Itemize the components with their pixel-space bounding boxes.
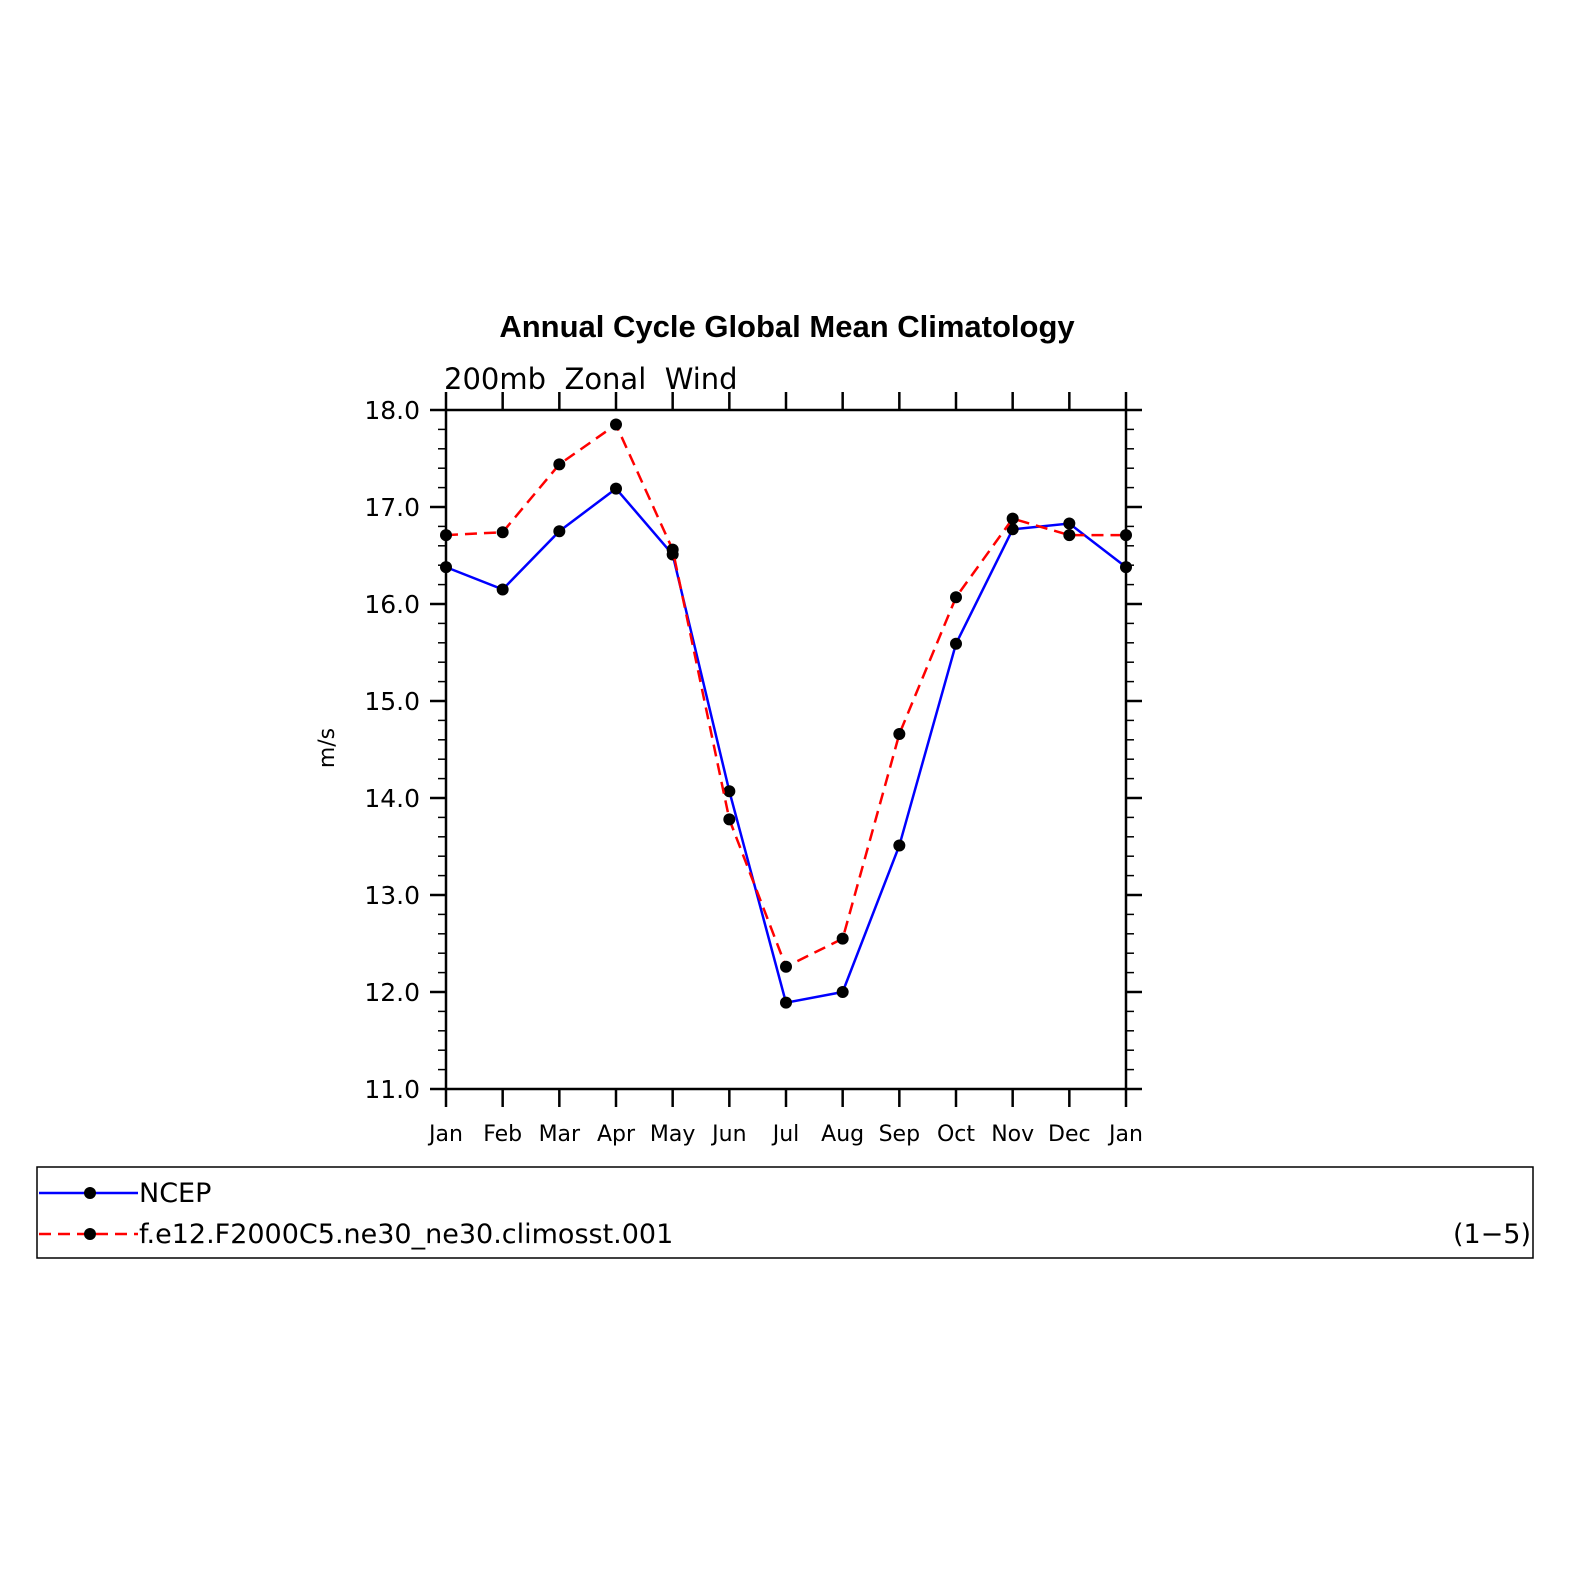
y-tick-label: 16.0 [364, 590, 420, 619]
series-line-1 [445, 422, 1126, 969]
x-tick-label: Feb [483, 1122, 522, 1147]
x-tick-label: Nov [991, 1122, 1034, 1147]
legend-marker-ncep [84, 1187, 96, 1199]
series-line-0 [445, 486, 1127, 1005]
data-point-s1-6 [780, 960, 792, 973]
y-tick-label: 17.0 [364, 493, 420, 522]
data-point-s0-3 [610, 482, 622, 495]
series-layer [440, 418, 1132, 1009]
data-point-s0-0 [440, 561, 452, 574]
data-point-s0-2 [553, 525, 566, 538]
x-tick-label: Apr [597, 1122, 636, 1147]
y-tick-label: 12.0 [364, 978, 420, 1007]
data-point-s0-5 [723, 785, 736, 798]
data-point-s1-9 [950, 591, 962, 604]
data-point-s1-2 [553, 458, 566, 471]
x-tick-label: Dec [1048, 1122, 1091, 1147]
data-point-s0-8 [893, 839, 906, 852]
y-axis-label: m/s [315, 728, 340, 768]
axes: 11.0 12.0 13.0 14.0 15.0 16.0 17.0 18.0 Jan Feb Ma… [364, 392, 1143, 1147]
data-point-s1-7 [836, 932, 849, 945]
x-tick-label: Jul [771, 1122, 800, 1147]
data-point-s1-8 [893, 727, 906, 740]
y-tick-label: 11.0 [364, 1075, 420, 1104]
x-tick-label: May [650, 1122, 695, 1147]
data-point-s1-0 [440, 529, 452, 542]
data-point-s0-9 [950, 637, 962, 650]
data-point-s0-10 [1006, 523, 1019, 536]
data-point-s0-6 [780, 996, 792, 1009]
chart-title: Annual Cycle Global Mean Climatology [499, 309, 1075, 344]
legend: NCEP f.e12.F2000C5.ne30_ne30.climosst.00… [36, 1166, 1534, 1259]
legend-note: (1−5) [1453, 1219, 1531, 1250]
data-point-s0-11 [1063, 517, 1076, 530]
y-tick-label: 13.0 [364, 881, 420, 910]
x-tick-label: Jan [1107, 1122, 1143, 1147]
data-point-s1-3 [610, 418, 622, 431]
legend-box [36, 1166, 1534, 1259]
legend-label-model: f.e12.F2000C5.ne30_ne30.climosst.001 [139, 1219, 673, 1250]
x-tick-label: Jan [427, 1122, 463, 1147]
y-tick-label: 15.0 [364, 687, 420, 716]
y-tick-label: 14.0 [364, 784, 420, 813]
x-tick-label: Aug [821, 1122, 864, 1147]
chart-subtitle: 200mb Zonal Wind [444, 362, 738, 396]
legend-label-ncep: NCEP [139, 1178, 211, 1209]
data-point-s0-12 [1120, 561, 1132, 574]
x-tick-label: Oct [937, 1122, 975, 1147]
x-tick-label: Sep [879, 1122, 920, 1147]
legend-marker-model [84, 1228, 96, 1240]
data-point-s1-12 [1120, 529, 1132, 542]
data-point-s1-4 [666, 543, 679, 556]
data-point-s1-1 [496, 526, 509, 539]
data-point-s1-11 [1063, 529, 1076, 542]
data-point-s0-1 [496, 583, 509, 596]
x-tick-label: Jun [710, 1122, 746, 1147]
plot-frame [444, 408, 1128, 1091]
y-tick-label: 18.0 [364, 396, 420, 425]
x-tick-label: Mar [539, 1122, 581, 1147]
data-point-s0-7 [836, 986, 849, 998]
data-point-s1-5 [723, 813, 736, 826]
data-point-s1-10 [1006, 512, 1019, 525]
